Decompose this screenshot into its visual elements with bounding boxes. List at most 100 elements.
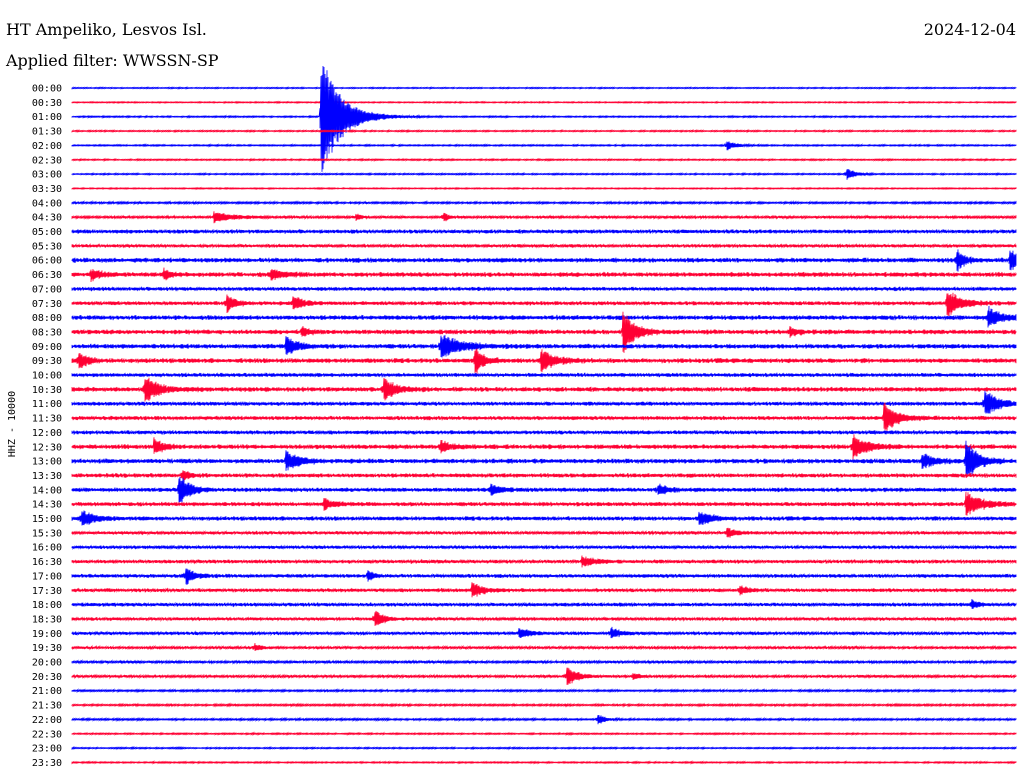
tick-label: 06:00 <box>32 256 62 267</box>
tick-label: 22:30 <box>32 729 62 740</box>
tick-label: 14:30 <box>32 500 62 511</box>
trace-row-44 <box>71 714 1017 725</box>
tick-label: 04:00 <box>32 198 62 209</box>
tick-label: 23:30 <box>32 758 62 769</box>
filter-label: Applied filter: WWSSN-SP <box>6 51 219 70</box>
tick-label: 00:30 <box>32 98 62 109</box>
tick-label: 19:00 <box>32 629 62 640</box>
trace-row-10 <box>71 228 1017 235</box>
trace-row-35 <box>71 582 1017 598</box>
tick-label: 18:30 <box>32 614 62 625</box>
tick-label: 12:00 <box>32 428 62 439</box>
tick-label: 13:30 <box>32 471 62 482</box>
tick-label: 21:30 <box>32 701 62 712</box>
date-label: 2024-12-04 <box>923 20 1016 39</box>
trace-row-46 <box>71 745 1017 751</box>
trace-row-16 <box>71 305 1017 328</box>
trace-row-7 <box>71 186 1017 191</box>
trace-row-3 <box>71 128 1017 134</box>
trace-row-23 <box>71 402 1017 431</box>
trace-row-2 <box>71 65 1017 172</box>
tick-label: 11:30 <box>32 414 62 425</box>
tick-label: 16:00 <box>32 543 62 554</box>
tick-label: 20:30 <box>32 672 62 683</box>
trace-row-9 <box>71 211 1017 224</box>
tick-label: 01:00 <box>32 112 62 123</box>
tick-label: 08:00 <box>32 313 62 324</box>
tick-label: 10:30 <box>32 385 62 396</box>
tick-label: 08:30 <box>32 327 62 338</box>
trace-row-38 <box>71 626 1017 639</box>
tick-label: 19:30 <box>32 643 62 654</box>
trace-row-0 <box>71 86 1017 90</box>
trace-row-40 <box>71 659 1017 665</box>
tick-label-layer: 00:00 00:30 01:00 01:30 02:00 02:30 03:00 03:30… <box>32 84 62 769</box>
tick-label: 14:00 <box>32 485 62 496</box>
trace-row-25 <box>71 434 1017 460</box>
tick-label: 03:00 <box>32 170 62 181</box>
trace-row-13 <box>71 267 1017 283</box>
trace-row-21 <box>71 377 1017 402</box>
trace-row-43 <box>71 702 1017 708</box>
trace-row-34 <box>71 568 1017 585</box>
tick-label: 03:30 <box>32 184 62 195</box>
tick-label: 04:30 <box>32 213 62 224</box>
trace-row-33 <box>71 555 1017 568</box>
trace-row-20 <box>71 372 1017 378</box>
trace-row-26 <box>71 440 1017 478</box>
tick-label: 05:30 <box>32 241 62 252</box>
tick-label: 02:30 <box>32 155 62 166</box>
tick-label: 10:00 <box>32 371 62 382</box>
trace-row-29 <box>71 491 1017 516</box>
trace-row-24 <box>71 429 1017 436</box>
trace-row-4 <box>71 141 1017 151</box>
tick-label: 07:30 <box>32 299 62 310</box>
tick-label: 06:30 <box>32 270 62 281</box>
tick-label: 17:00 <box>32 571 62 582</box>
trace-row-36 <box>71 599 1017 610</box>
tick-label: 11:00 <box>32 399 62 410</box>
trace-row-45 <box>71 731 1017 737</box>
tick-label: 22:00 <box>32 715 62 726</box>
tick-label: 05:00 <box>32 227 62 238</box>
trace-row-41 <box>71 667 1017 685</box>
trace-row-28 <box>71 476 1017 505</box>
tick-label: 21:00 <box>32 686 62 697</box>
trace-row-17 <box>71 311 1017 353</box>
trace-row-27 <box>71 470 1017 483</box>
trace-row-11 <box>71 242 1017 249</box>
trace-row-37 <box>71 610 1017 626</box>
trace-row-22 <box>71 390 1017 414</box>
tick-label: 23:00 <box>32 744 62 755</box>
trace-row-19 <box>71 348 1017 374</box>
tick-label: 16:30 <box>32 557 62 568</box>
trace-row-18 <box>71 335 1017 358</box>
tick-label: 00:00 <box>32 84 62 95</box>
tick-label: 13:00 <box>32 457 62 468</box>
trace-row-39 <box>71 643 1017 651</box>
tick-label: 15:00 <box>32 514 62 525</box>
trace-row-32 <box>71 544 1017 551</box>
trace-row-1 <box>71 100 1017 105</box>
station-title: HT Ampeliko, Lesvos Isl. <box>6 20 207 39</box>
tick-label: 18:00 <box>32 600 62 611</box>
trace-row-8 <box>71 200 1017 206</box>
trace-row-15 <box>71 292 1017 317</box>
trace-row-14 <box>71 286 1017 292</box>
tick-label: 17:30 <box>32 586 62 597</box>
tick-label: 01:30 <box>32 127 62 138</box>
trace-row-30 <box>71 510 1017 526</box>
trace-layer <box>71 65 1017 765</box>
tick-label: 07:00 <box>32 284 62 295</box>
tick-label: 02:00 <box>32 141 62 152</box>
tick-label: 09:00 <box>32 342 62 353</box>
trace-row-31 <box>71 527 1017 538</box>
trace-row-47 <box>71 760 1017 765</box>
tick-label: 20:00 <box>32 658 62 669</box>
y-axis-label: HHZ - 10000 <box>7 391 18 457</box>
tick-label: 09:30 <box>32 356 62 367</box>
trace-row-6 <box>71 168 1017 180</box>
trace-row-12 <box>71 249 1017 272</box>
tick-label: 15:30 <box>32 528 62 539</box>
